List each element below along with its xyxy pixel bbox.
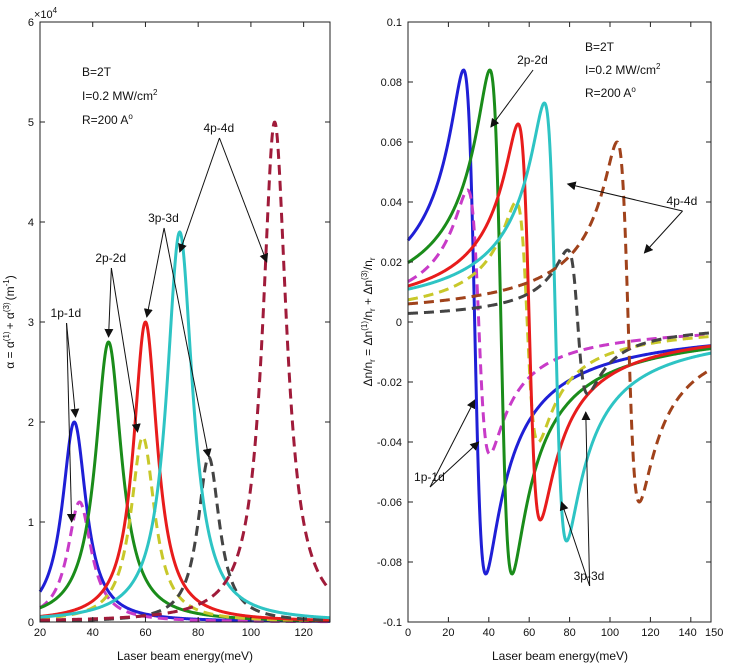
annotation-4p-4d: 4p-4d bbox=[203, 121, 234, 135]
param-field: B=2T bbox=[82, 65, 112, 79]
annotation-arrow bbox=[429, 441, 480, 488]
y-tick-label: -0.02 bbox=[377, 377, 402, 389]
y-tick-label: 4 bbox=[28, 217, 34, 229]
y-tick-label: 1 bbox=[28, 517, 34, 529]
x-tick-label: 40 bbox=[483, 627, 495, 639]
x-tick-label: 20 bbox=[34, 627, 46, 639]
annotation-arrow bbox=[66, 322, 76, 523]
y-tick-label: 0.02 bbox=[381, 257, 402, 269]
plot-frame bbox=[39, 21, 331, 623]
parameters-box: B=2T I=0.2 MW/cm2 R=200 Ao bbox=[585, 40, 661, 100]
y-tick-label: 0.08 bbox=[381, 77, 402, 89]
param-intensity: I=0.2 MW/cm2 bbox=[585, 62, 661, 77]
y-tick-label: 2 bbox=[28, 417, 34, 429]
annotation-arrow bbox=[559, 501, 591, 587]
annotation-2p-2d: 2p-2d bbox=[517, 53, 548, 67]
x-tick-label: 140 bbox=[678, 627, 696, 639]
absorption-chart: 20 40 60 80 100 120 0 1 2 3 4 5 6 ×104 Laser beam en… bbox=[2, 6, 332, 663]
x-tick-label: 60 bbox=[523, 627, 535, 639]
series-line-1p-1d-dashed bbox=[39, 500, 331, 624]
series-line-4p-4d-solid bbox=[39, 230, 331, 620]
y-tick-label: 0 bbox=[396, 317, 402, 329]
x-tick-label: 120 bbox=[641, 627, 659, 639]
param-radius: R=200 Ao bbox=[585, 85, 636, 100]
series-line-1p-1d-solid bbox=[38, 420, 331, 623]
x-axis-title: Laser beam energy(meV) bbox=[492, 649, 628, 663]
x-tick-label: 0 bbox=[405, 627, 411, 639]
annotation-arrow bbox=[178, 137, 220, 253]
x-tick-label: 100 bbox=[242, 627, 260, 639]
annotation-2p-2d: 2p-2d bbox=[95, 251, 126, 265]
annotation-arrow bbox=[429, 399, 476, 488]
annotation-arrow bbox=[643, 210, 683, 254]
y-tick-label: 3 bbox=[28, 317, 34, 329]
y-tick-label: 0.1 bbox=[387, 17, 402, 29]
annotation-3p-3d: 3p-3d bbox=[148, 211, 179, 225]
x-tick-label: 100 bbox=[601, 627, 619, 639]
x-tick-label: 150 bbox=[705, 627, 723, 639]
series-line-3p-3d-solid bbox=[39, 320, 331, 622]
annotation-arrow bbox=[104, 267, 114, 338]
x-axis-title: Laser beam energy(meV) bbox=[117, 649, 253, 663]
annotation-arrow bbox=[110, 267, 141, 433]
y-tick-label: 0.06 bbox=[381, 137, 402, 149]
x-tick-label: 40 bbox=[87, 627, 99, 639]
y-multiplier: ×104 bbox=[34, 6, 58, 21]
refractive-index-chart: 0 20 40 60 80 100 120 140 150 -0.1 -0.08 -0.06 -0.04… bbox=[360, 17, 723, 663]
x-tick-label: 20 bbox=[442, 627, 454, 639]
annotation-arrow bbox=[566, 181, 683, 212]
series-line-2p-2d-dashed bbox=[407, 200, 712, 444]
x-tick-label: 120 bbox=[294, 627, 312, 639]
param-radius: R=200 Ao bbox=[82, 112, 133, 127]
y-tick-label: -0.08 bbox=[377, 557, 402, 569]
annotation-arrow bbox=[490, 69, 534, 128]
series-line-3p-3d-dashed bbox=[407, 248, 712, 396]
annotation-arrow bbox=[218, 137, 269, 263]
y-tick-label: -0.06 bbox=[377, 497, 402, 509]
series-line-2p-2d-solid bbox=[407, 68, 712, 576]
parameters-box: B=2T I=0.2 MW/cm2 R=200 Ao bbox=[82, 65, 158, 127]
y-tick-label: 6 bbox=[28, 17, 34, 29]
y-tick-label: -0.1 bbox=[383, 617, 402, 629]
param-field: B=2T bbox=[585, 40, 615, 54]
annotation-arrow bbox=[66, 322, 80, 418]
y-tick-label: 0 bbox=[28, 617, 34, 629]
annotation-arrow bbox=[581, 411, 591, 587]
annotation-arrow bbox=[163, 227, 212, 458]
annotation-4p-4d: 4p-4d bbox=[667, 194, 698, 208]
x-tick-label: 80 bbox=[192, 627, 204, 639]
y-axis-title: Δn/nr = Δn(1)/nr + Δn(3)/nr bbox=[360, 257, 377, 386]
series-line-1p-1d-solid bbox=[406, 68, 712, 576]
series-line-4p-4d-dashed bbox=[39, 120, 332, 622]
series-line-1p-1d-dashed bbox=[407, 188, 712, 456]
y-tick-label: 5 bbox=[28, 117, 34, 129]
y-tick-label: 0.04 bbox=[381, 197, 402, 209]
series-line-2p-2d-dashed bbox=[39, 435, 331, 623]
series-line-4p-4d-solid bbox=[407, 101, 712, 543]
y-tick-label: -0.04 bbox=[377, 437, 402, 449]
y-axis-title: α = α(1)+ α(3)(m-1) bbox=[2, 275, 17, 369]
param-intensity: I=0.2 MW/cm2 bbox=[82, 88, 158, 103]
x-tick-label: 60 bbox=[139, 627, 151, 639]
annotation-arrow bbox=[143, 227, 165, 318]
series-line-4p-4d-dashed bbox=[407, 140, 712, 504]
annotation-1p-1d: 1p-1d bbox=[51, 306, 82, 320]
x-tick-label: 80 bbox=[563, 627, 575, 639]
